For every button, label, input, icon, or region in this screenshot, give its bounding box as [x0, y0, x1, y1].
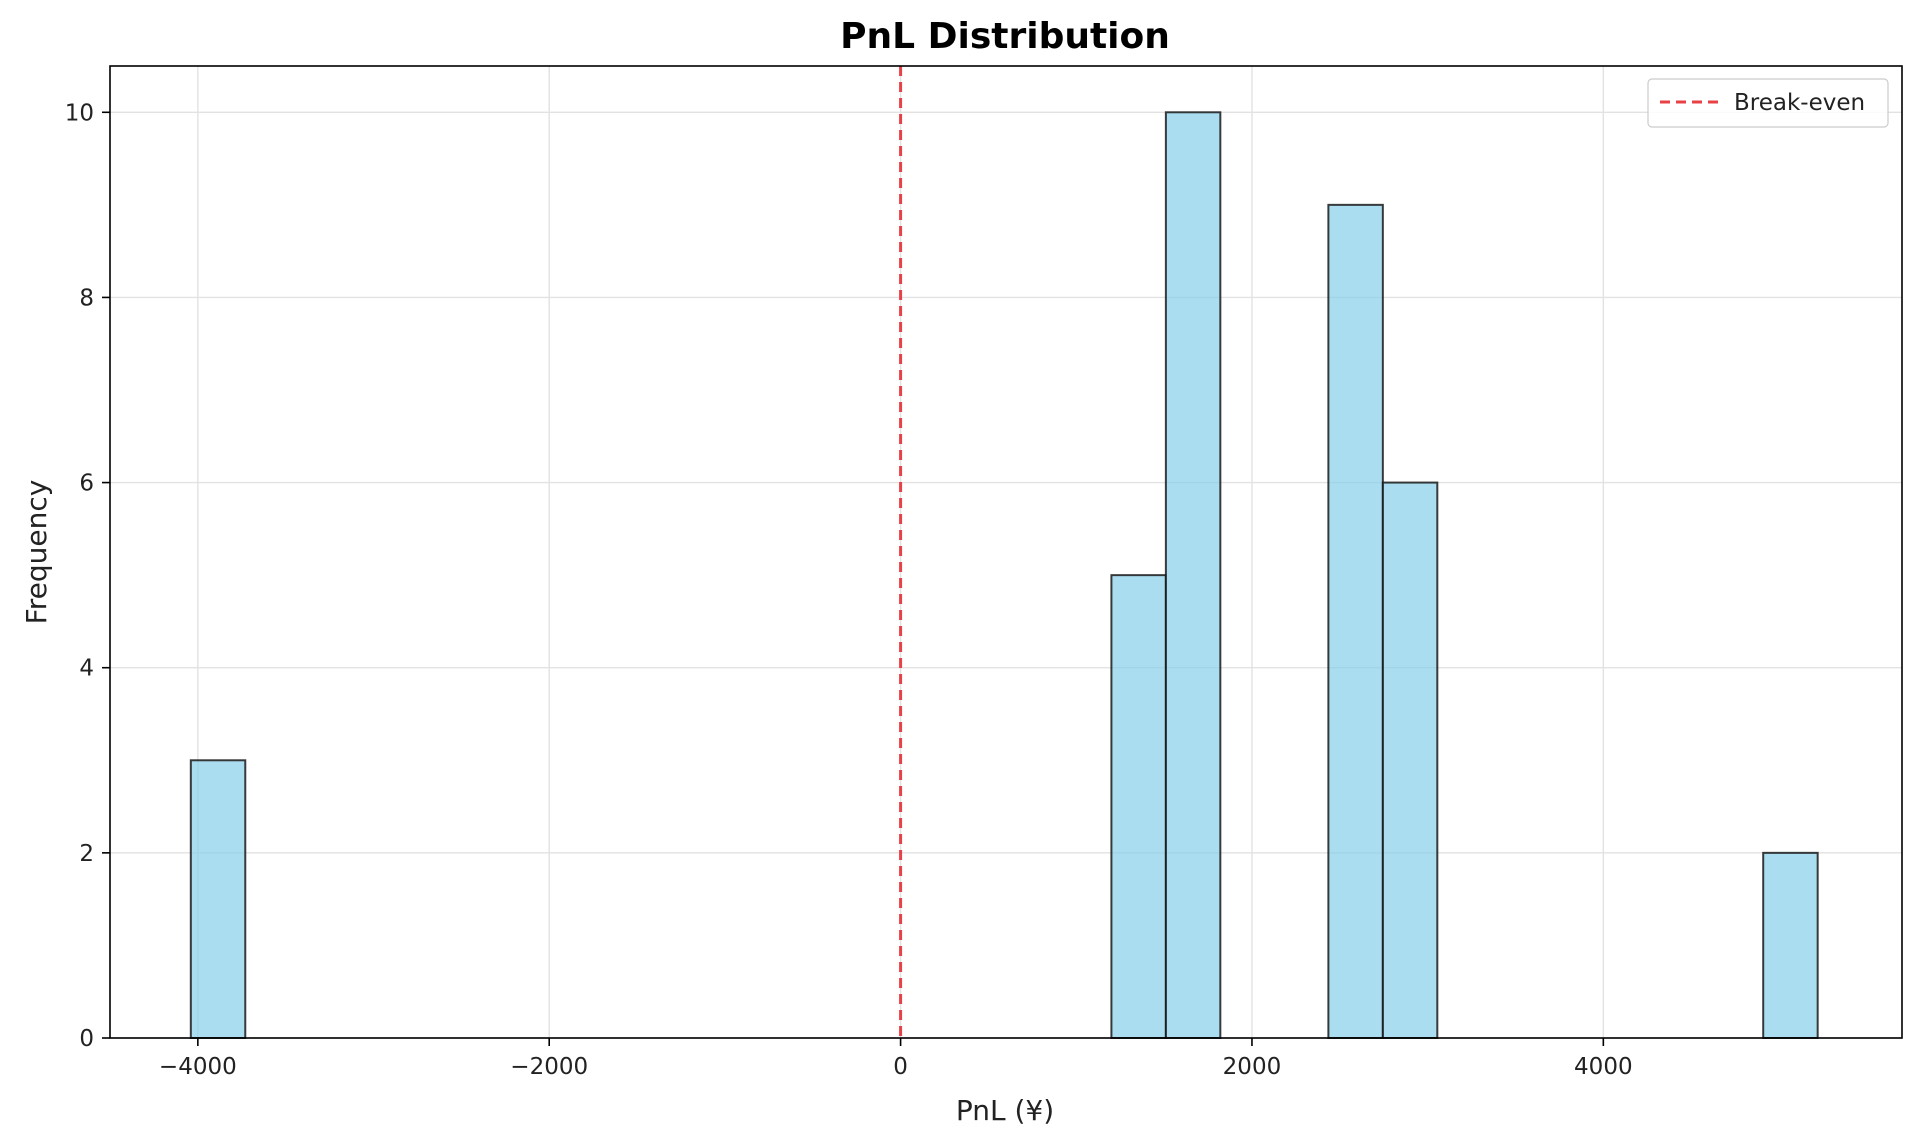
x-axis-label: PnL (¥): [956, 1094, 1054, 1127]
x-axis-ticks: −4000 −2000 0 2000 4000: [159, 1038, 1633, 1080]
x-tick-label: 0: [893, 1054, 908, 1080]
y-tick-label: 10: [65, 100, 94, 126]
histogram-bar-5: [1381, 481, 1439, 1040]
x-tick-label: −4000: [159, 1054, 237, 1080]
histogram-bar-6: [1762, 851, 1819, 1039]
histogram-bar-2: [1110, 574, 1167, 1040]
x-tick-label: 4000: [1574, 1054, 1633, 1080]
histogram-bars: [189, 111, 1819, 1040]
histogram-bar-1: [189, 759, 247, 1039]
y-tick-label: 2: [79, 841, 94, 867]
y-tick-label: 4: [79, 656, 94, 682]
y-axis-label: Frequency: [20, 480, 53, 625]
histogram-bar-4: [1327, 203, 1384, 1040]
chart-title: PnL Distribution: [840, 16, 1170, 57]
legend-box: [1647, 78, 1889, 128]
histogram-bar-3: [1164, 111, 1222, 1040]
legend-break-even-label: Break-even: [1734, 90, 1865, 116]
y-tick-label: 6: [79, 471, 94, 497]
y-tick-label: 0: [79, 1026, 94, 1052]
x-tick-label: −2000: [510, 1054, 588, 1080]
plot-area-frame: [109, 65, 1903, 1039]
x-tick-label: 2000: [1223, 1054, 1282, 1080]
legend: Break-even: [1647, 78, 1889, 128]
y-axis-ticks: 0 2 4 6 8 10: [65, 100, 110, 1052]
y-tick-label: 8: [79, 285, 94, 311]
